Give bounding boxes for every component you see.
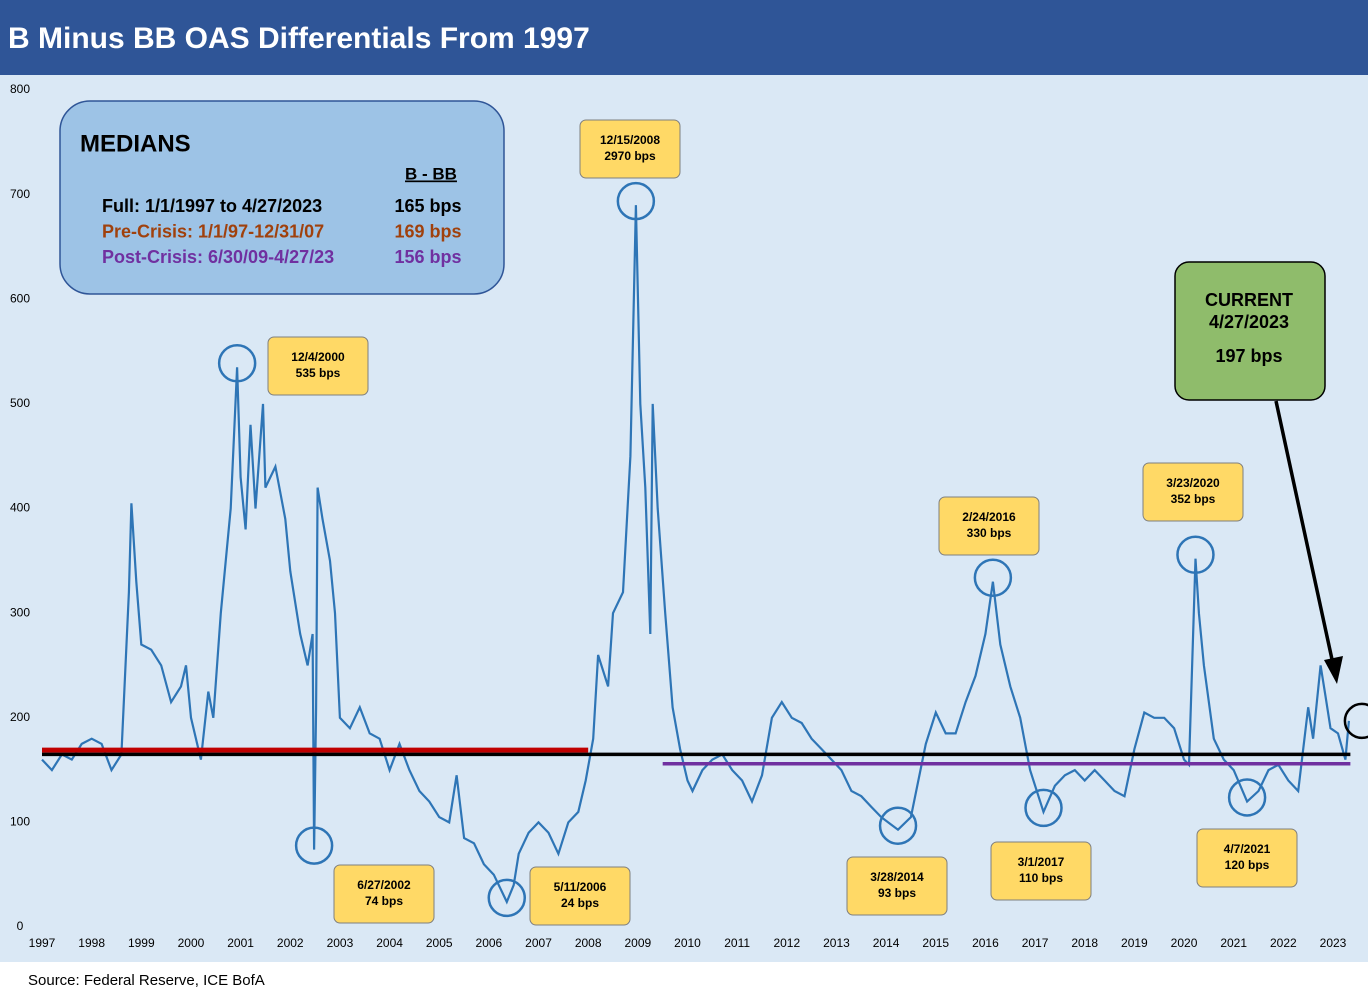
callout-text: 2/24/2016 bbox=[962, 510, 1016, 524]
x-tick-label: 2022 bbox=[1270, 936, 1297, 950]
callout-text: 4/7/2021 bbox=[1224, 842, 1271, 856]
median-row-label: Full: 1/1/1997 to 4/27/2023 bbox=[102, 196, 322, 216]
median-row-label: Pre-Crisis: 1/1/97-12/31/07 bbox=[102, 221, 324, 241]
chart-title: B Minus BB OAS Differentials From 1997 bbox=[8, 22, 590, 55]
callout-text: 12/4/2000 bbox=[291, 350, 345, 364]
x-tick-label: 2021 bbox=[1220, 936, 1247, 950]
x-tick-label: 1997 bbox=[29, 936, 56, 950]
median-row-value: 169 bps bbox=[394, 221, 461, 241]
y-tick-label: 600 bbox=[10, 291, 30, 305]
median-row-value: 165 bps bbox=[394, 196, 461, 216]
callout-text: 6/27/2002 bbox=[357, 878, 411, 892]
x-tick-label: 2010 bbox=[674, 936, 701, 950]
y-tick-label: 500 bbox=[10, 396, 30, 410]
x-tick-label: 2014 bbox=[873, 936, 900, 950]
callout-circle bbox=[616, 181, 656, 221]
callout-circle bbox=[1176, 535, 1215, 574]
callout-text: 352 bps bbox=[1171, 492, 1216, 506]
x-tick-label: 2003 bbox=[327, 936, 354, 950]
callout-box bbox=[579, 119, 681, 179]
callout-text: 2970 bps bbox=[604, 149, 656, 163]
callout-circle bbox=[973, 558, 1013, 597]
x-tick-label: 2002 bbox=[277, 936, 304, 950]
callout-circle bbox=[487, 878, 527, 918]
x-tick-label: 2007 bbox=[525, 936, 552, 950]
x-tick-label: 2015 bbox=[922, 936, 949, 950]
callout-text: 3/28/2014 bbox=[870, 870, 924, 884]
callout-text: 24 bps bbox=[561, 896, 599, 910]
callout-text: 12/15/2008 bbox=[600, 133, 660, 147]
callout-text: 535 bps bbox=[296, 366, 341, 380]
x-tick-label: 2023 bbox=[1320, 936, 1347, 950]
x-tick-label: 2017 bbox=[1022, 936, 1049, 950]
callout-circle bbox=[1024, 788, 1063, 828]
y-tick-label: 300 bbox=[10, 605, 30, 619]
x-tick-label: 2004 bbox=[376, 936, 403, 950]
medians-header: B - BB bbox=[405, 164, 457, 183]
current-text: 197 bps bbox=[1215, 346, 1282, 366]
header-bar bbox=[0, 0, 1368, 75]
callout-text: 93 bps bbox=[878, 886, 916, 900]
x-tick-label: 2016 bbox=[972, 936, 999, 950]
x-tick-label: 2005 bbox=[426, 936, 453, 950]
x-tick-label: 2011 bbox=[724, 936, 750, 950]
y-tick-label: 700 bbox=[10, 187, 30, 201]
x-tick-label: 1999 bbox=[128, 936, 155, 950]
callout-box bbox=[990, 841, 1092, 901]
y-tick-label: 200 bbox=[10, 710, 30, 724]
x-tick-label: 2012 bbox=[773, 936, 800, 950]
callout-box bbox=[267, 336, 369, 396]
current-arrow bbox=[1274, 400, 1335, 665]
current-arrowhead bbox=[1324, 656, 1343, 684]
callout-text: 120 bps bbox=[1225, 858, 1270, 872]
x-tick-label: 2018 bbox=[1071, 936, 1098, 950]
callout-text: 5/11/2006 bbox=[554, 880, 607, 894]
callout-circle bbox=[217, 344, 257, 383]
y-tick-label: 100 bbox=[10, 815, 30, 829]
x-tick-label: 2020 bbox=[1171, 936, 1198, 950]
medians-box bbox=[59, 100, 505, 295]
callout-box bbox=[938, 496, 1040, 556]
x-tick-label: 1998 bbox=[78, 936, 105, 950]
callout-text: 110 bps bbox=[1019, 871, 1063, 885]
callout-box bbox=[529, 866, 631, 926]
source: Source: Federal Reserve, ICE BofA bbox=[28, 972, 265, 989]
callout-text: 3/1/2017 bbox=[1018, 855, 1065, 869]
x-tick-label: 2008 bbox=[575, 936, 602, 950]
callout-box bbox=[1196, 828, 1298, 888]
y-tick-label: 0 bbox=[17, 919, 24, 933]
y-tick-label: 400 bbox=[10, 501, 30, 515]
current-text: 4/27/2023 bbox=[1209, 312, 1289, 332]
callout-box bbox=[846, 856, 948, 916]
callout-text: 74 bps bbox=[365, 894, 403, 908]
current-box bbox=[1174, 261, 1326, 401]
current-text: CURRENT bbox=[1205, 290, 1293, 310]
callout-text: 330 bps bbox=[967, 526, 1012, 540]
x-tick-label: 2000 bbox=[178, 936, 205, 950]
current-circle bbox=[1343, 702, 1368, 740]
x-tick-label: 2009 bbox=[624, 936, 651, 950]
x-tick-label: 2019 bbox=[1121, 936, 1148, 950]
median-row-value: 156 bps bbox=[394, 247, 461, 267]
callout-circle bbox=[878, 806, 918, 845]
callout-circle bbox=[294, 826, 334, 865]
callout-box bbox=[333, 864, 435, 924]
series-line bbox=[41, 205, 1350, 905]
median-row-label: Post-Crisis: 6/30/09-4/27/23 bbox=[102, 247, 334, 267]
x-tick-label: 2006 bbox=[476, 936, 503, 950]
medians-title: MEDIANS bbox=[80, 130, 191, 157]
callout-text: 3/23/2020 bbox=[1166, 476, 1220, 490]
callout-box bbox=[1142, 462, 1244, 522]
x-tick-label: 2013 bbox=[823, 936, 850, 950]
y-tick-label: 800 bbox=[10, 82, 30, 96]
x-tick-label: 2001 bbox=[227, 936, 254, 950]
callout-circle bbox=[1227, 778, 1267, 817]
